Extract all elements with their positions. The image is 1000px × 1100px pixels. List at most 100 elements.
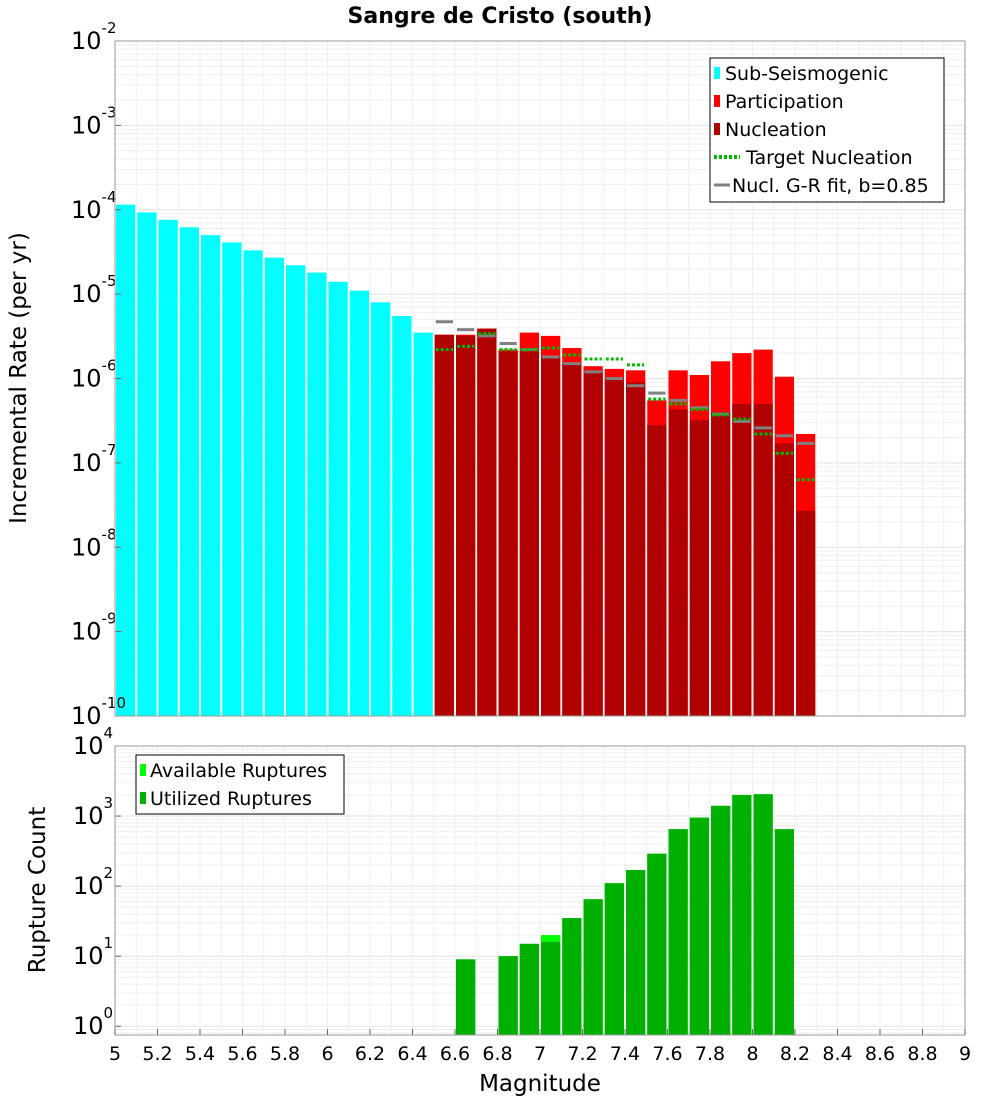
bar-utilized-ruptures xyxy=(774,829,794,1035)
bottom-y-tick-label: 103 xyxy=(73,794,113,830)
legend-label-nucl-g-r-fit-b-0-85: Nucl. G-R fit, b=0.85 xyxy=(732,175,929,197)
bar-sub-seismogenic xyxy=(371,302,391,716)
bar-sub-seismogenic xyxy=(243,250,263,717)
legend-swatch-participation xyxy=(714,95,720,107)
bottom-y-tick-label: 100 xyxy=(73,1004,113,1040)
legend-label-target-nucleation: Target Nucleation xyxy=(745,147,913,169)
top-y-tick-label: 10-2 xyxy=(71,19,117,55)
bar-utilized-ruptures xyxy=(583,899,603,1035)
top-y-tick-label: 10-9 xyxy=(71,610,117,646)
chart-title: Sangre de Cristo (south) xyxy=(348,4,653,29)
legend-label-sub-seismogenic: Sub-Seismogenic xyxy=(725,63,889,85)
bar-nucleation xyxy=(583,371,603,716)
bar-utilized-ruptures xyxy=(647,853,667,1035)
top-legend-box xyxy=(709,57,945,203)
bar-utilized-ruptures xyxy=(541,941,561,1035)
bar-nucleation xyxy=(477,328,497,716)
bar-nucleation xyxy=(647,425,667,716)
bar-nucleation xyxy=(519,351,539,716)
top-y-tick-label: 10-4 xyxy=(71,188,117,224)
top-y-ticks: 10-10 10-9 10-8 10-7 10-6 10-5 10-4 10-3 10-2 xyxy=(71,19,126,730)
x-tick-label: 8.2 xyxy=(780,1043,810,1065)
x-tick-label: 6.2 xyxy=(355,1043,385,1065)
bar-utilized-ruptures xyxy=(562,918,582,1035)
bar-utilized-ruptures xyxy=(689,817,709,1035)
x-tick-label: 5.2 xyxy=(142,1043,172,1065)
top-plot: 10-10 10-9 10-8 10-7 10-6 10-5 10-4 10-3 10-2 In… xyxy=(6,19,966,730)
x-tick-label: 7.8 xyxy=(695,1043,725,1065)
bar-sub-seismogenic xyxy=(264,257,284,716)
x-tick-label: 5.6 xyxy=(227,1043,257,1065)
bar-sub-seismogenic xyxy=(158,219,178,717)
bar-nucleation xyxy=(434,334,454,716)
x-tick-label: 8 xyxy=(746,1043,758,1065)
bar-utilized-ruptures xyxy=(668,829,688,1035)
bar-nucleation xyxy=(796,510,816,716)
top-y-tick-label: 10-7 xyxy=(71,441,117,477)
x-tick-label: 6 xyxy=(321,1043,333,1065)
bar-nucleation xyxy=(498,351,518,716)
bar-sub-seismogenic xyxy=(179,227,199,716)
legend-label-participation: Participation xyxy=(725,91,844,113)
x-tick-label: 8.8 xyxy=(907,1043,937,1065)
top-bars xyxy=(116,204,816,717)
x-tick-labels: 5 5.2 5.4 5.6 5.8 6 6.2 6.4 6.6 6.8 7 7.2 7.4 7.6 7.8 8… xyxy=(109,1029,971,1065)
bar-nucleation xyxy=(562,363,582,716)
bottom-legend-box xyxy=(135,754,345,815)
x-tick-label: 6.8 xyxy=(482,1043,512,1065)
x-tick-label: 7.4 xyxy=(610,1043,640,1065)
bar-sub-seismogenic xyxy=(286,265,306,716)
x-tick-label: 5.4 xyxy=(185,1043,215,1065)
bar-utilized-ruptures xyxy=(753,794,773,1035)
top-y-tick-label: 10-5 xyxy=(71,272,117,308)
bar-nucleation xyxy=(711,412,731,716)
bottom-plot: 100 101 102 103 104 Rupture Count 5 5.2 5.4 5.6… xyxy=(25,724,971,1097)
bar-nucleation xyxy=(774,443,794,716)
bar-sub-seismogenic xyxy=(201,235,221,716)
top-y-tick-label: 10-3 xyxy=(71,103,117,139)
top-y-tick-label: 10-6 xyxy=(71,357,117,393)
bar-nucleation xyxy=(604,378,624,716)
x-tick-label: 6.4 xyxy=(397,1043,427,1065)
bar-nucleation xyxy=(732,403,752,716)
bar-sub-seismogenic xyxy=(116,204,136,717)
x-tick-label: 9 xyxy=(959,1043,971,1065)
bar-utilized-ruptures xyxy=(498,956,518,1035)
bar-utilized-ruptures xyxy=(626,869,646,1035)
x-tick-label: 5.8 xyxy=(270,1043,300,1065)
bar-nucleation xyxy=(456,335,476,716)
bottom-legend: Available Ruptures Utilized Ruptures xyxy=(135,754,345,815)
legend-label-utilized-ruptures: Utilized Ruptures xyxy=(150,788,312,810)
bar-nucleation xyxy=(668,409,688,716)
bottom-y-tick-label: 101 xyxy=(73,934,113,970)
legend-label-available-ruptures: Available Ruptures xyxy=(150,760,327,782)
x-tick-label: 7.2 xyxy=(567,1043,597,1065)
legend-swatch-available-ruptures xyxy=(140,764,146,776)
bottom-bars xyxy=(456,794,794,1035)
bar-utilized-ruptures xyxy=(732,794,752,1035)
bar-sub-seismogenic xyxy=(392,316,412,716)
x-tick-label: 8.4 xyxy=(822,1043,852,1065)
x-tick-label: 8.6 xyxy=(865,1043,895,1065)
bar-sub-seismogenic xyxy=(137,212,157,717)
bar-sub-seismogenic xyxy=(328,281,348,716)
legend-label-nucleation: Nucleation xyxy=(725,119,827,141)
top-y-tick-label: 10-8 xyxy=(71,525,117,561)
bottom-y-tick-label: 102 xyxy=(73,864,113,900)
bar-sub-seismogenic xyxy=(307,272,327,716)
x-tick-label: 7 xyxy=(534,1043,546,1065)
top-y-tick-label: 10-10 xyxy=(71,694,126,730)
bar-utilized-ruptures xyxy=(604,883,624,1035)
bar-nucleation xyxy=(753,403,773,716)
bar-nucleation xyxy=(689,420,709,716)
bar-utilized-ruptures xyxy=(456,959,476,1035)
legend-swatch-utilized-ruptures xyxy=(140,792,146,804)
bar-nucleation xyxy=(626,382,646,716)
bottom-grid xyxy=(114,746,966,1035)
legend-swatch-nucleation xyxy=(714,123,720,135)
top-legend: Sub-Seismogenic Participation Nucleation Ta… xyxy=(709,57,945,203)
bottom-y-ticks: 100 101 102 103 104 xyxy=(73,724,121,1040)
bottom-y-tick-label: 104 xyxy=(73,724,113,760)
top-plot-frame xyxy=(114,40,966,717)
legend-swatch-sub-seismogenic xyxy=(714,67,720,79)
